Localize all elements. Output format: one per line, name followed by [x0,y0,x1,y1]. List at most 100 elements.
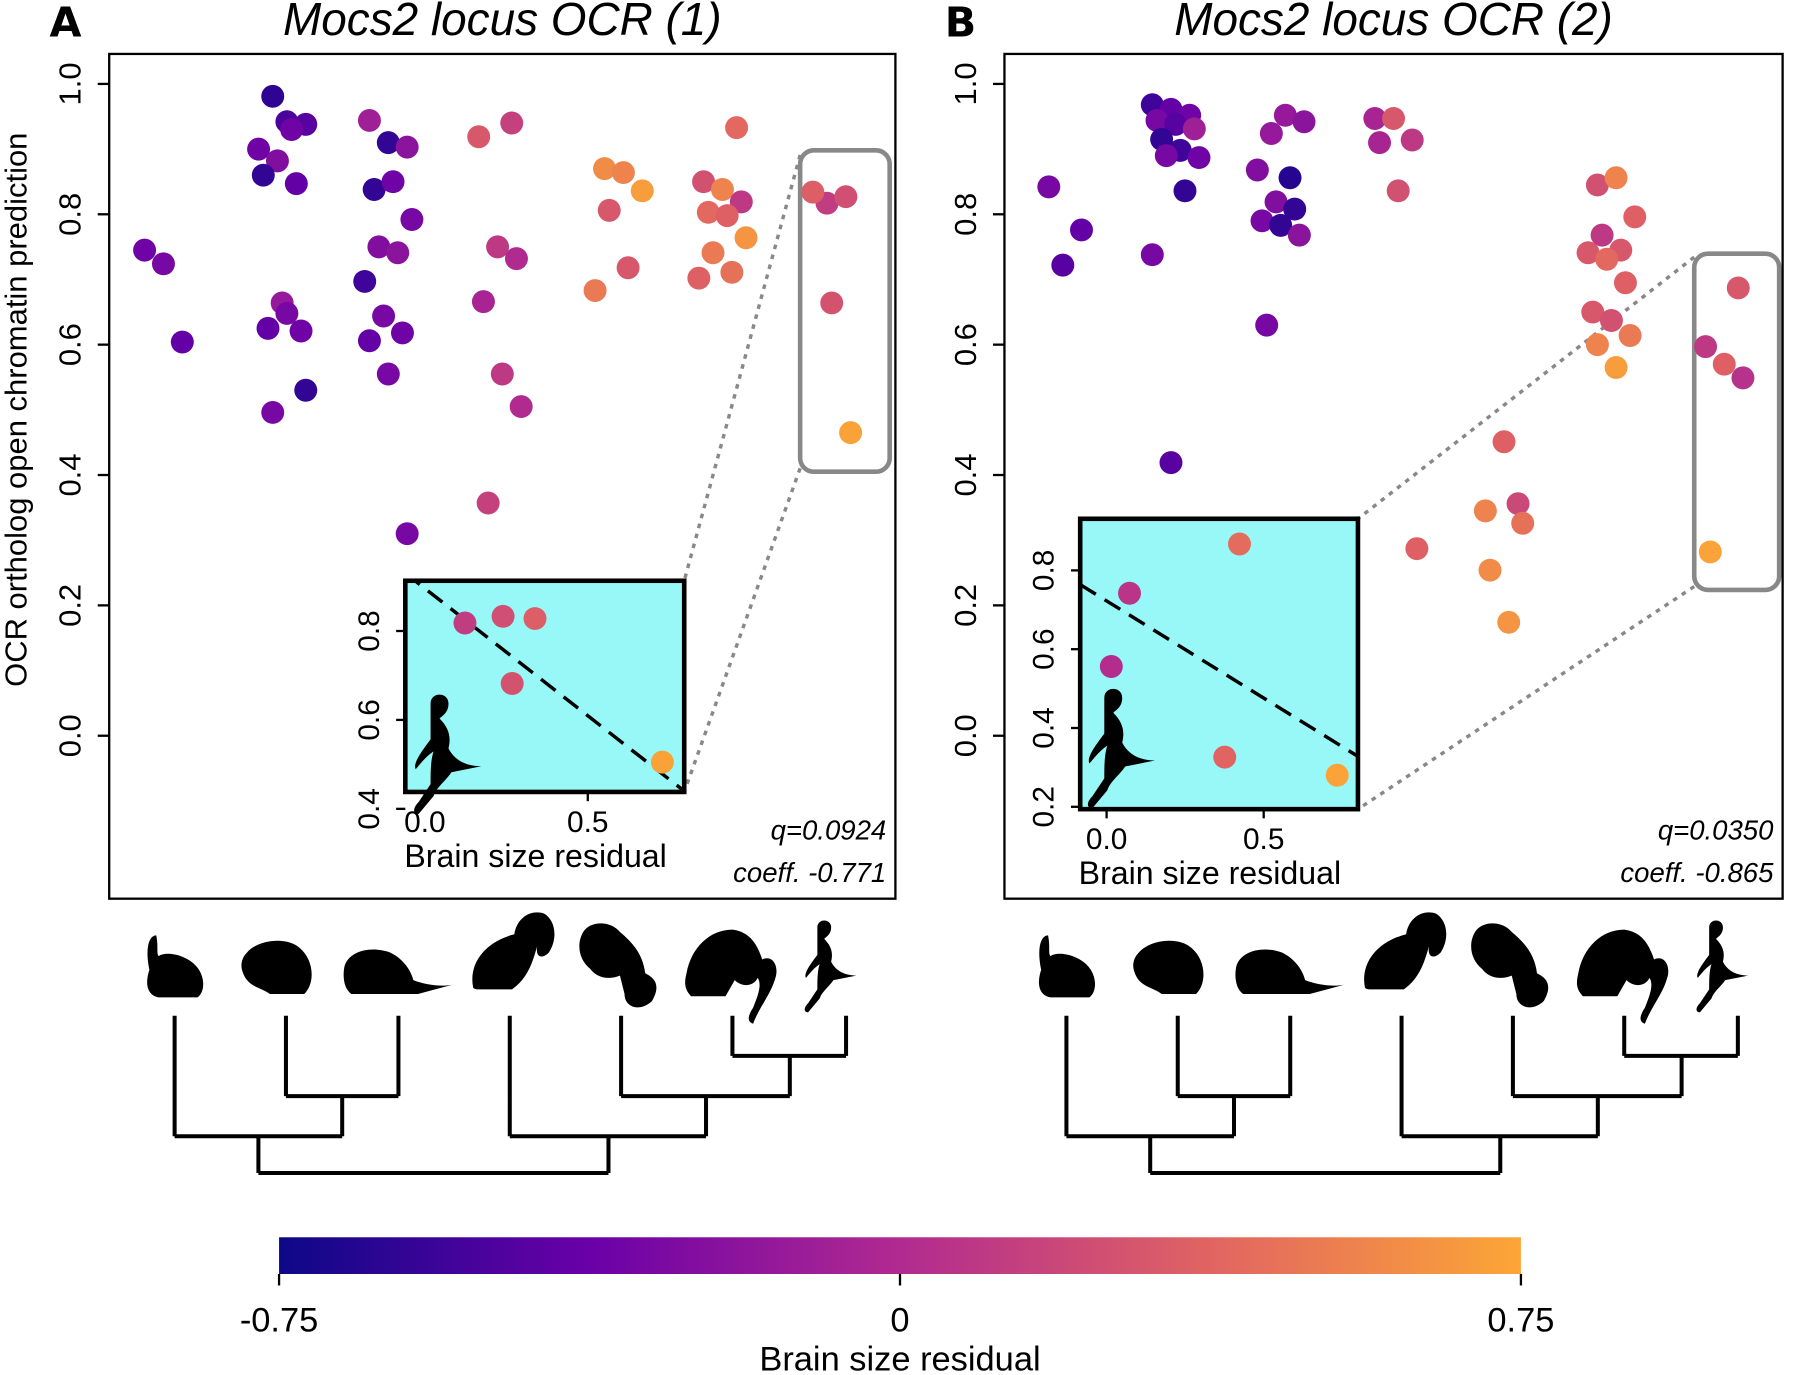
data-point [294,378,318,402]
plot-frame [1003,52,1784,900]
data-point [1585,333,1609,357]
data-point [1623,205,1647,229]
panel-label: B [945,0,976,46]
y-tick-label: 0.2 [53,584,88,627]
data-point [701,241,725,265]
y-axis-label: OCR ortholog open chromatin prediction [0,133,34,687]
data-point [1492,430,1516,454]
inset-point [1118,581,1142,605]
annotation: q=0.0350 [1658,814,1774,845]
phylogeny [1066,1016,1737,1173]
y-tick-label: 0.8 [948,193,983,236]
y-tick-label: 0.4 [948,453,983,496]
data-point [696,200,720,224]
inset-y-tick-label: 0.6 [353,699,386,740]
data-point [1145,108,1169,132]
inset-y-tick-label: 0.2 [1028,786,1061,827]
data-point [275,301,299,325]
data-point [715,204,739,228]
data-point [133,238,157,262]
data-point [1405,537,1429,561]
colorbar-label: Brain size residual [759,1340,1040,1375]
data-point [593,157,616,181]
data-point [490,362,514,386]
y-tick-label: 0.0 [948,714,983,757]
data-point [261,400,285,424]
colorbar-tick-label: 0.75 [1487,1301,1554,1339]
data-point [1595,247,1619,271]
data-point [725,116,749,140]
data-point [692,170,716,194]
colorbar-tick-label: -0.75 [240,1301,318,1339]
data-point [357,108,381,132]
inset-x-axis-label: Brain size residual [404,838,666,874]
chart-title: Mocs2 locus OCR (2) [1174,0,1613,45]
data-point [1726,276,1750,300]
data-point [362,178,386,201]
annotation: q=0.0924 [771,814,887,845]
data-point [486,235,510,259]
data-point [261,84,285,108]
inset-point [491,604,515,628]
inset-x-axis-label: Brain size residual [1079,855,1341,891]
zoom-lines [682,154,1696,811]
data-point [1473,499,1497,523]
data-point [1363,106,1387,130]
zoom-boxes [797,148,1782,593]
data-point [801,180,825,204]
data-point [376,362,400,386]
y-tick-label: 0.4 [53,453,88,496]
species-silhouettes [1038,912,1749,1024]
data-point [372,304,396,328]
data-point [1581,300,1605,324]
data-point [247,137,271,161]
data-point [1604,166,1628,190]
inset-x-tick-label: 0.5 [567,806,608,839]
y-tick-label: 0.0 [53,714,88,757]
inset-frame [403,578,687,795]
species-silhouettes [147,912,857,1024]
data-point [381,170,405,194]
inset-point [650,750,674,774]
data-point [353,269,377,293]
data-point [1613,271,1637,295]
data-point [839,421,863,445]
data-point [1604,355,1628,379]
data-point [729,190,753,214]
data-point [734,226,758,250]
data-point [1278,166,1302,190]
data-point [611,161,635,185]
data-point [1368,131,1392,155]
data-point [1694,335,1718,359]
data-point [280,118,304,142]
data-point [1386,179,1410,203]
data-point [1506,492,1530,516]
data-point [1159,451,1183,475]
inset-y-tick-label: 0.6 [1028,628,1061,669]
data-point [1187,146,1211,170]
data-point [583,279,607,303]
inset-point [1099,655,1123,679]
data-point [1731,366,1755,390]
data-point [597,198,621,222]
y-tick-label: 0.6 [53,323,88,366]
data-point [1259,121,1283,145]
data-point [1140,243,1164,267]
y-tick-label: 0.8 [53,193,88,236]
annotation: coeff. -0.771 [733,857,886,888]
data-point [1182,117,1206,141]
inset-y-tick-label: 0.4 [353,788,386,829]
data-point [284,172,308,196]
data-point [1478,558,1502,582]
data-point [170,330,194,354]
data-point [1283,197,1307,221]
data-point [1051,253,1075,277]
data-point [1255,313,1279,337]
inset-point [500,671,524,695]
data-point [1245,158,1269,182]
data-point [1618,324,1642,348]
data-point [390,321,414,345]
inset-y-tick-label: 0.4 [1028,707,1061,748]
data-point [687,266,711,290]
